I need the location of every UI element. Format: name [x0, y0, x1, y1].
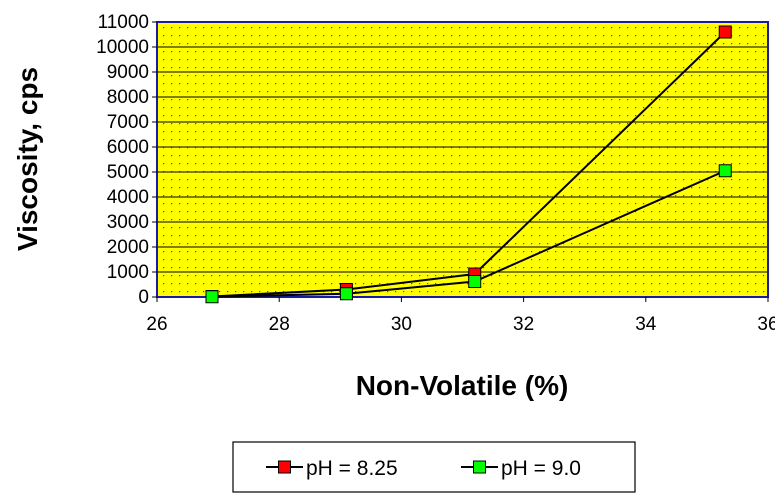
- data-point: [468, 275, 482, 288]
- data-point: [339, 287, 353, 301]
- y-tick-label: 10000: [96, 37, 149, 58]
- y-tick-label: 8000: [107, 87, 149, 108]
- x-tick-label: 30: [391, 314, 412, 335]
- series-layer: [205, 25, 732, 304]
- y-tick-label: 4000: [107, 187, 149, 208]
- series-line: [211, 31, 726, 298]
- data-point: [718, 25, 732, 39]
- legend-marker: [278, 460, 291, 474]
- plot-background: [157, 22, 768, 297]
- x-tick-label: 34: [635, 314, 657, 335]
- x-tick-label: 26: [146, 314, 167, 335]
- data-point: [718, 164, 732, 178]
- legend-item: pH = 9.0: [461, 457, 581, 480]
- y-tick-label: 9000: [107, 62, 149, 83]
- x-tick-label: 28: [269, 314, 290, 335]
- y-tick-label: 11000: [98, 12, 149, 33]
- legend-label: pH = 9.0: [501, 457, 581, 480]
- plot-border: [156, 21, 769, 298]
- legend: pH = 8.25 pH = 9.0: [232, 441, 636, 493]
- plot-area: [156, 21, 769, 304]
- y-axis: 0 1000 2000 3000 4000 5000 6000 7000 8000 9000 100…: [96, 12, 157, 308]
- y-tick-label: 5000: [107, 162, 149, 183]
- y-tick-label: 6000: [107, 137, 149, 158]
- y-tick-label: 0: [138, 287, 149, 308]
- series-line: [211, 169, 726, 298]
- y-tick-label: 3000: [107, 212, 149, 233]
- y-tick-label: 2000: [107, 237, 149, 258]
- x-tick-label: 36: [757, 314, 775, 335]
- data-point: [205, 290, 219, 304]
- x-axis-title: Non-Volatile (%): [356, 370, 569, 401]
- legend-item: pH = 8.25: [266, 457, 398, 480]
- y-tick-label: 1000: [107, 262, 149, 283]
- x-tick-label: 32: [513, 314, 534, 335]
- legend-marker: [473, 460, 486, 474]
- legend-label: pH = 8.25: [306, 457, 398, 480]
- y-axis-title: Viscosity, cps: [12, 67, 43, 251]
- x-axis: 26 28 30 32 34 36: [146, 297, 775, 335]
- y-tick-label: 7000: [107, 112, 149, 133]
- series-2: [205, 164, 732, 304]
